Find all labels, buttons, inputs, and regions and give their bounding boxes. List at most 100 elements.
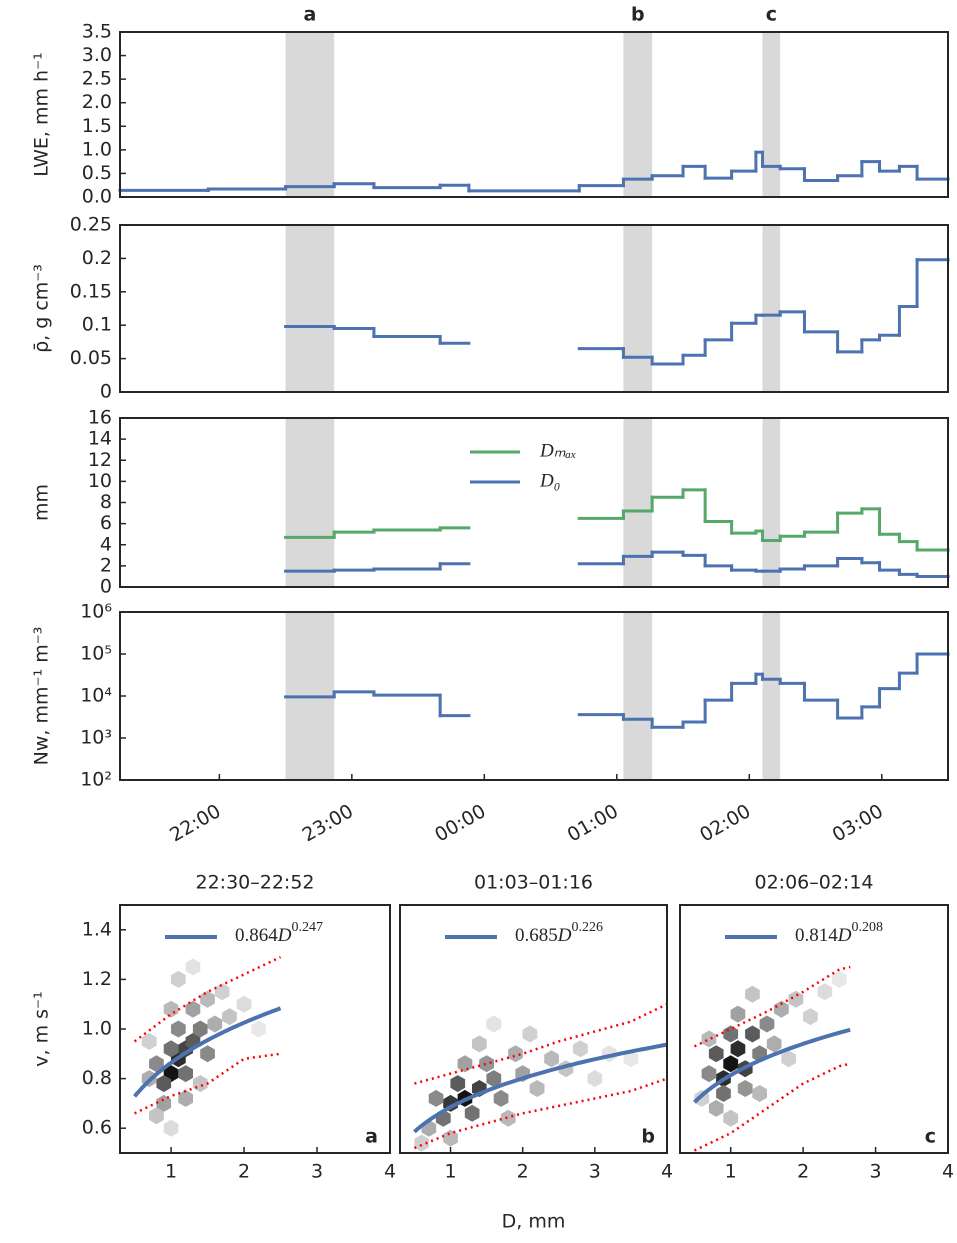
hexbin-cell xyxy=(716,1085,731,1102)
hexbin-cell xyxy=(508,1045,523,1063)
axes-frame xyxy=(119,31,949,198)
highlight-band xyxy=(762,612,781,780)
hexbin-cell xyxy=(185,1000,201,1018)
y-tick-label: 2 xyxy=(100,554,112,576)
hexbin-cell xyxy=(774,1000,789,1018)
y-tick-label: 12 xyxy=(88,449,112,471)
axes-frame xyxy=(679,904,949,1154)
hexbin-cell xyxy=(573,1040,588,1058)
hexbin-cell xyxy=(450,1075,466,1093)
hexbin-cell xyxy=(185,958,201,976)
hexbin-cell xyxy=(486,1015,502,1033)
x-tick-label: 00:00 xyxy=(431,800,489,846)
x-tick-label: 4 xyxy=(661,1161,673,1183)
highlight-band xyxy=(623,32,653,197)
fit-coef: 0.814 xyxy=(795,925,838,946)
hexbin-cell xyxy=(723,1109,739,1127)
axes-frame xyxy=(399,904,668,1154)
fit-curve xyxy=(693,1027,851,1104)
highlight-band xyxy=(285,418,335,587)
hexbin-cell xyxy=(803,1008,818,1026)
panel-title: 22:30–22:52 xyxy=(195,872,314,894)
fit-curve xyxy=(413,1042,668,1134)
hexbin-cell xyxy=(522,1025,538,1043)
highlight-band xyxy=(285,225,335,392)
hexbin-cell xyxy=(723,1025,739,1043)
y-axis-label: v, m s⁻¹ xyxy=(31,991,53,1066)
y-tick-label: 2.0 xyxy=(82,91,112,113)
fit-legend: 0.864D0.247 xyxy=(235,920,323,946)
hexbin-cell xyxy=(701,1030,717,1048)
percentile-line xyxy=(133,955,282,1043)
y-tick-label: 0.8 xyxy=(82,1067,112,1089)
hexbin-cell xyxy=(414,1134,429,1152)
panel-label: a xyxy=(365,1126,378,1148)
highlight-band xyxy=(762,418,781,587)
y-tick-label: 10⁴ xyxy=(80,685,112,707)
hexbin-cell xyxy=(623,1050,639,1068)
highlight-band xyxy=(285,32,335,197)
axes-frame xyxy=(119,611,949,781)
hexbin-cell xyxy=(730,1040,746,1058)
hexbin-cell xyxy=(171,970,186,988)
hexbin-cell xyxy=(708,1099,724,1117)
hexbin-cell xyxy=(156,1094,172,1112)
hexbin-cell xyxy=(493,1089,509,1107)
hexbin-cell xyxy=(832,970,847,988)
highlight-band xyxy=(762,225,781,392)
x-tick-label: 1 xyxy=(165,1161,177,1183)
percentile-line xyxy=(414,1003,668,1085)
y-tick-label: 14 xyxy=(88,428,112,450)
hexbin-cell xyxy=(759,1015,775,1033)
highlight-band xyxy=(623,418,653,587)
hexbin-cell xyxy=(200,990,215,1008)
fit-curve xyxy=(133,1006,282,1098)
hexbin-cell xyxy=(141,1032,157,1050)
hexbin-cell xyxy=(200,1045,215,1063)
y-tick-label: 3.5 xyxy=(82,21,112,43)
y-tick-label: 10² xyxy=(80,769,112,791)
x-tick-label: 4 xyxy=(384,1161,396,1183)
hexbin-cell xyxy=(701,1065,717,1083)
y-tick-label: 10 xyxy=(88,470,112,492)
axes-frame xyxy=(119,417,949,588)
y-tick-label: 1.4 xyxy=(82,918,112,940)
x-tick-label: 1 xyxy=(725,1161,737,1183)
y-tick-label: 10³ xyxy=(80,727,112,749)
y-tick-label: 4 xyxy=(100,533,112,555)
y-tick-label: 1.0 xyxy=(82,138,112,160)
highlight-band xyxy=(623,612,653,780)
hexbin-cell xyxy=(428,1089,444,1107)
y-tick-label: 0.6 xyxy=(82,1117,112,1139)
panel-title: 02:06–02:14 xyxy=(754,872,873,894)
hexbin-cell xyxy=(486,1070,502,1088)
y-tick-label: 1.5 xyxy=(82,115,112,137)
y-tick-label: 0.5 xyxy=(82,162,112,184)
fit-legend: 0.814D0.208 xyxy=(795,920,883,946)
x-tick-label: 1 xyxy=(444,1161,456,1183)
hexbin-cell xyxy=(781,1050,796,1068)
fit-exp: 0.226 xyxy=(571,920,603,935)
percentile-line xyxy=(134,1052,281,1115)
fit-var: D xyxy=(837,925,852,946)
x-tick-label: 02:00 xyxy=(696,800,754,846)
hexbin-cell xyxy=(192,1020,208,1038)
x-tick-label: 3 xyxy=(870,1161,882,1183)
y-tick-label: 1.2 xyxy=(82,968,112,990)
x-tick-label: 22:00 xyxy=(166,800,224,846)
hexbin-cell xyxy=(163,1119,179,1137)
x-tick-label: 23:00 xyxy=(299,800,357,846)
hexbin-cell xyxy=(500,1109,516,1127)
y-tick-label: 3.0 xyxy=(82,44,112,66)
hexbin-cell xyxy=(587,1070,603,1088)
hexbin-cell xyxy=(745,985,760,1003)
hexbin-cell xyxy=(214,983,230,1001)
percentile-line xyxy=(693,1062,851,1152)
y-tick-label: 16 xyxy=(88,407,112,429)
y-axis-label: LWE, mm h⁻¹ xyxy=(31,52,53,176)
hexbin-cell xyxy=(163,1040,179,1058)
hexbin-cell xyxy=(222,1008,237,1026)
y-tick-label: 10⁶ xyxy=(80,601,112,623)
hexbin-cell xyxy=(730,1005,746,1023)
x-tick-label: 01:00 xyxy=(564,800,622,846)
